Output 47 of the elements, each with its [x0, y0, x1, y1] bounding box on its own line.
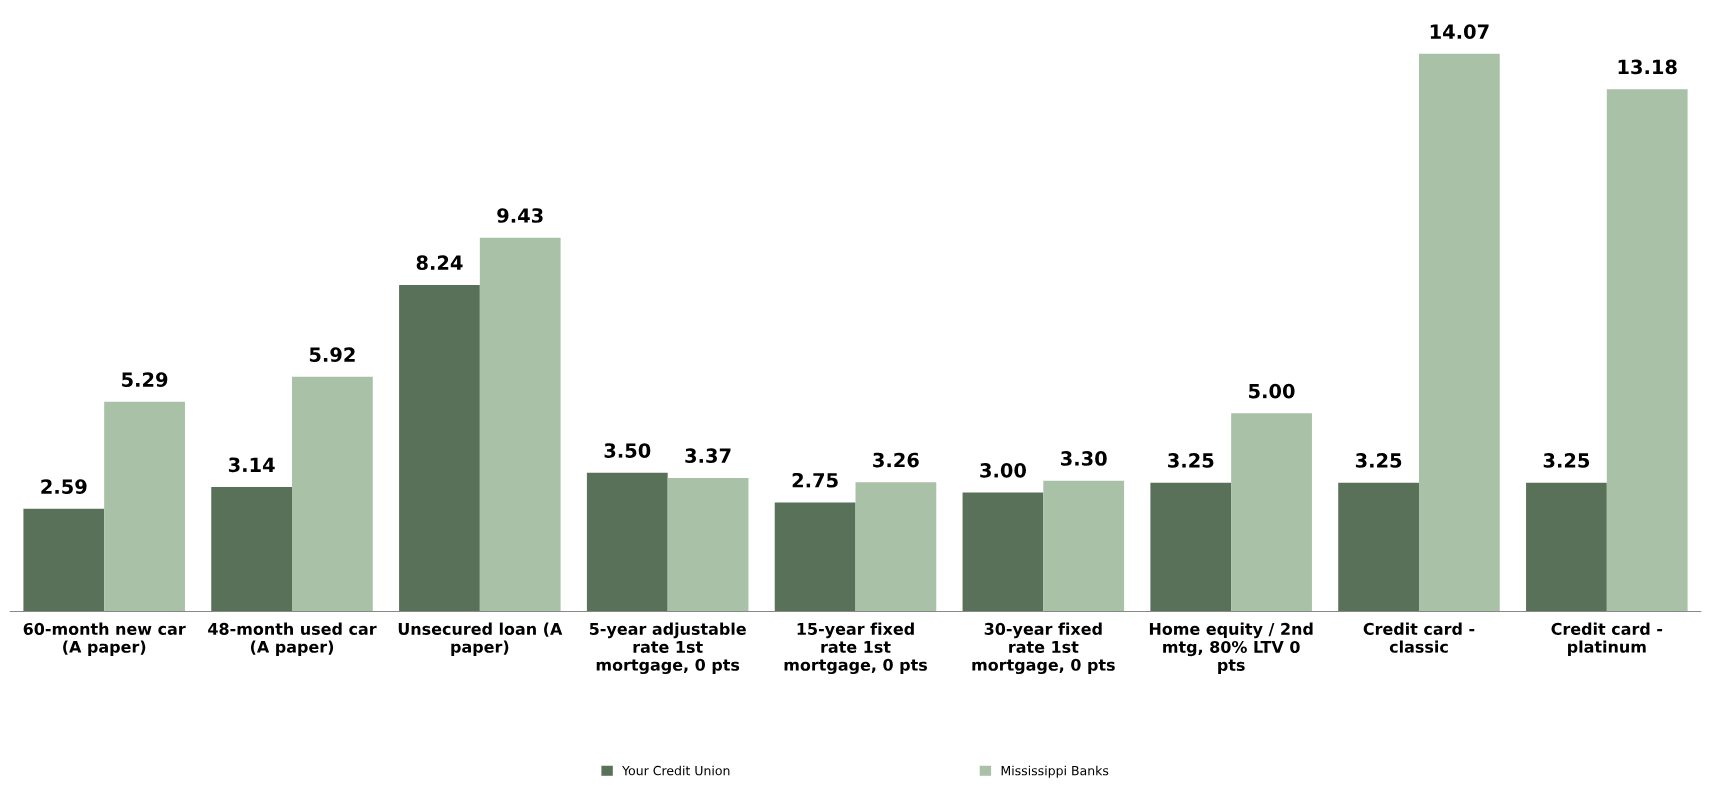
x-tick-label: 60-month new car (A paper)	[23, 622, 186, 656]
data-label: 8.24	[416, 255, 463, 271]
x-tick-label: Unsecured loan (A paper)	[398, 622, 563, 656]
bar	[292, 376, 373, 612]
bar	[1526, 482, 1607, 612]
data-label: 3.14	[228, 457, 275, 473]
data-label: 3.25	[1543, 453, 1590, 468]
x-tick-label: 5-year adjustable rate 1st mortgage, 0 pts	[589, 622, 746, 675]
bar	[855, 482, 937, 612]
bar	[962, 492, 1044, 612]
x-tick-label: Home equity / 2nd mtg, 80% LTV 0 pts	[1149, 622, 1313, 675]
data-label: 3.50	[604, 443, 651, 458]
bar	[23, 508, 105, 612]
bar	[1418, 53, 1500, 612]
bar	[104, 401, 185, 612]
bar	[1231, 413, 1312, 612]
bar	[1043, 480, 1125, 612]
bar	[1150, 482, 1232, 612]
bar	[479, 237, 561, 612]
bar	[399, 284, 480, 612]
bar	[211, 487, 293, 612]
data-label: 3.37	[685, 448, 731, 464]
data-label: 13.18	[1618, 59, 1677, 75]
data-label: 2.75	[792, 472, 838, 488]
legend-label: Mississippi Banks	[1001, 765, 1109, 778]
x-tick-label: 30-year fixed rate 1st mortgage, 0 pts	[972, 622, 1115, 675]
x-tick-label: 15-year fixed rate 1st mortgage, 0 pts	[784, 622, 927, 675]
x-tick-label: Credit card - platinum	[1551, 622, 1663, 656]
x-tick-label: Credit card - classic	[1363, 622, 1475, 653]
bar	[586, 472, 668, 612]
bar	[1338, 482, 1419, 612]
data-label: 3.25	[1355, 453, 1402, 468]
bar	[1606, 89, 1688, 612]
bar	[774, 502, 856, 612]
data-label: 3.26	[873, 452, 919, 468]
legend-label: Your Credit Union	[622, 765, 730, 776]
data-label: 9.43	[497, 208, 543, 223]
data-label: 5.92	[309, 347, 355, 362]
data-label: 3.00	[980, 463, 1026, 478]
x-tick-label: 48-month used car (A paper)	[208, 622, 377, 656]
data-label: 14.07	[1430, 24, 1489, 39]
data-label: 3.25	[1168, 453, 1214, 468]
data-label: 5.29	[122, 372, 168, 387]
data-label: 5.00	[1249, 383, 1295, 399]
data-label: 3.30	[1061, 451, 1107, 466]
bar	[667, 477, 749, 612]
data-label: 2.59	[41, 479, 87, 494]
